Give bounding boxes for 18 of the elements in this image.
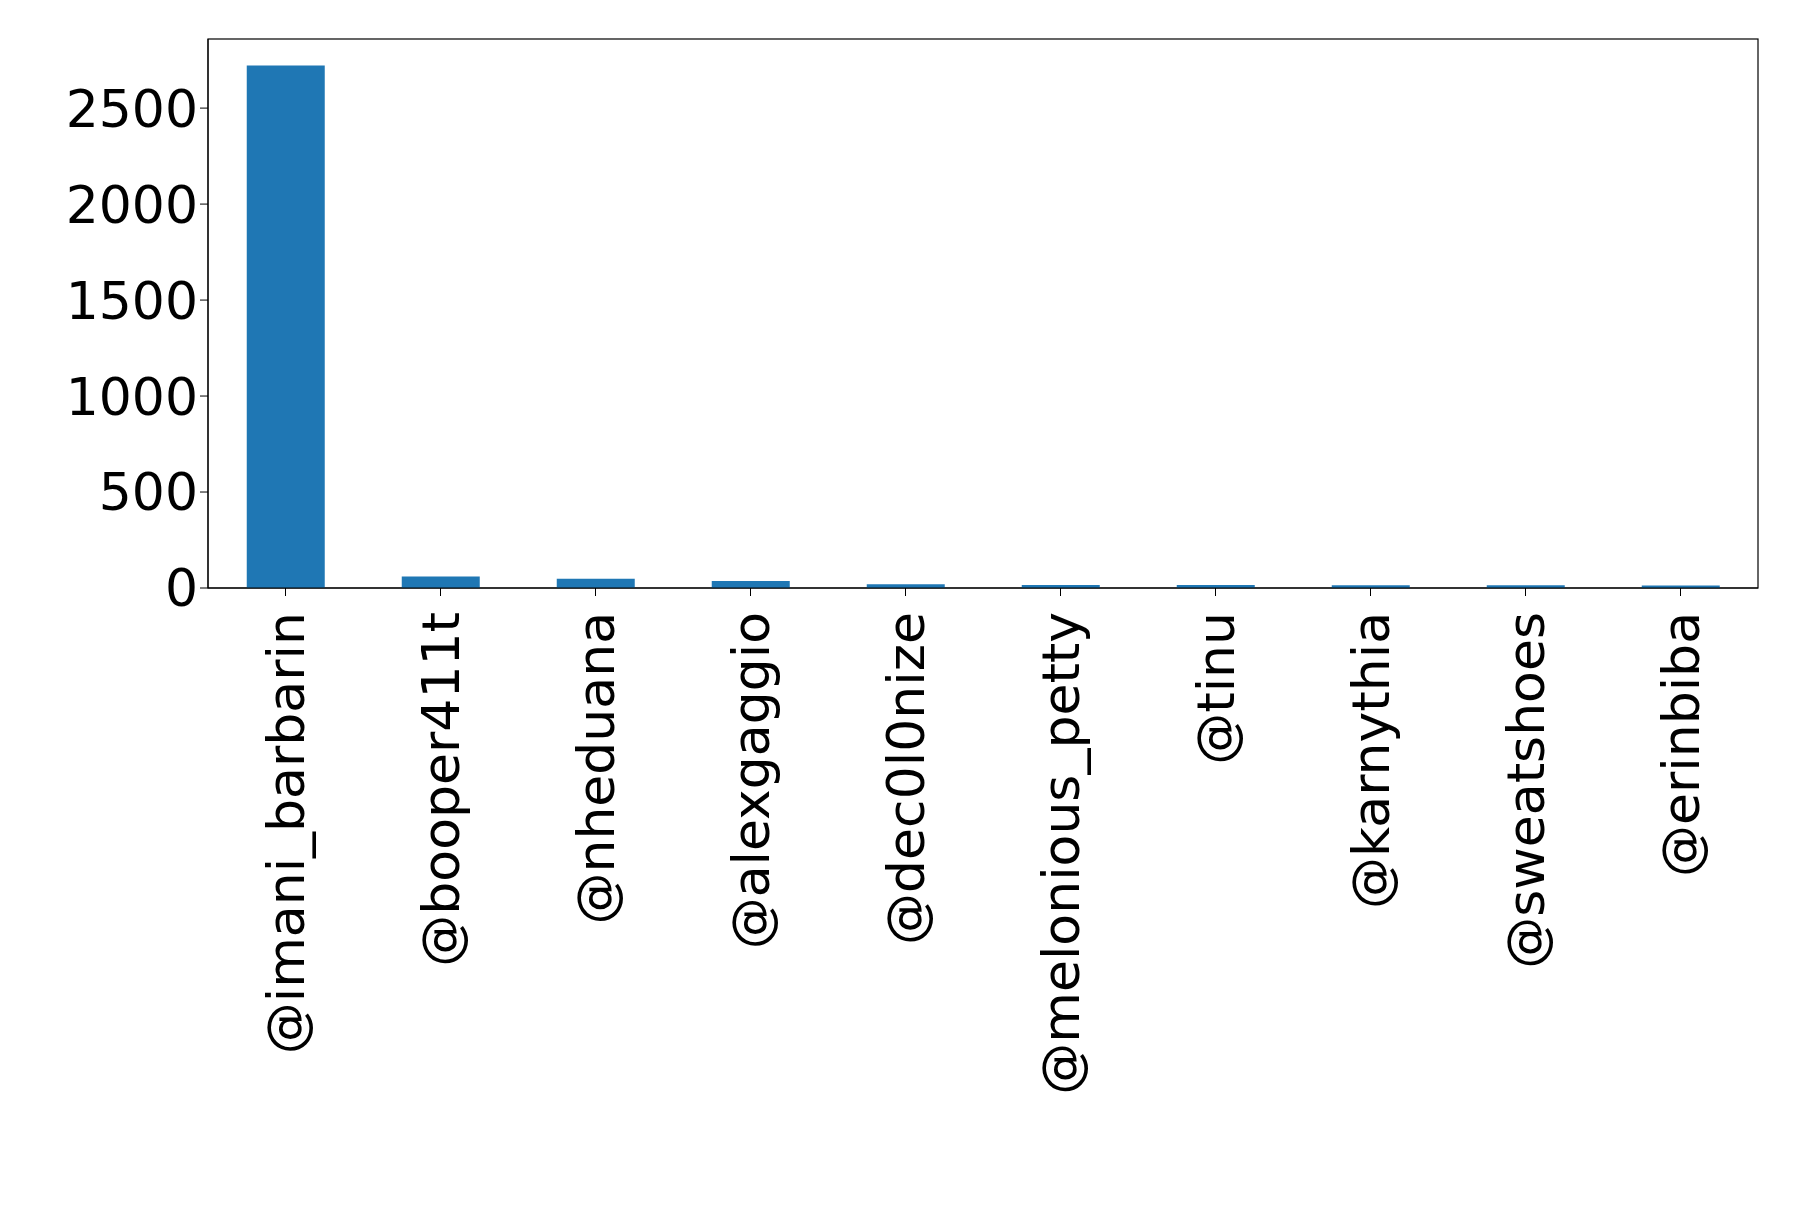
x-tick-label: @melonious_petty: [1030, 612, 1091, 1095]
x-tick-label: @booper411t: [410, 612, 471, 967]
y-tick-label: 500: [98, 462, 198, 523]
x-tick-label: @dec0l0nize: [875, 612, 936, 945]
y-tick-label: 2500: [65, 78, 198, 139]
x-tick-label: @sweatshoes: [1495, 612, 1556, 969]
x-tick-label: @karnythia: [1340, 612, 1401, 909]
x-tick-label: @tinu: [1185, 612, 1246, 765]
y-tick-label: 2000: [65, 174, 198, 235]
bar: [246, 65, 325, 588]
bar: [401, 576, 480, 588]
y-tick-label: 1000: [65, 366, 198, 427]
x-tick-label: @alexgaggio: [720, 612, 781, 950]
x-tick-label: @erinbiba: [1650, 612, 1711, 878]
x-tick-label: @nheduana: [565, 612, 626, 925]
y-tick-label: 0: [164, 558, 198, 619]
x-tick-label: @imani_barbarin: [255, 612, 316, 1055]
y-tick-label: 1500: [65, 270, 198, 331]
